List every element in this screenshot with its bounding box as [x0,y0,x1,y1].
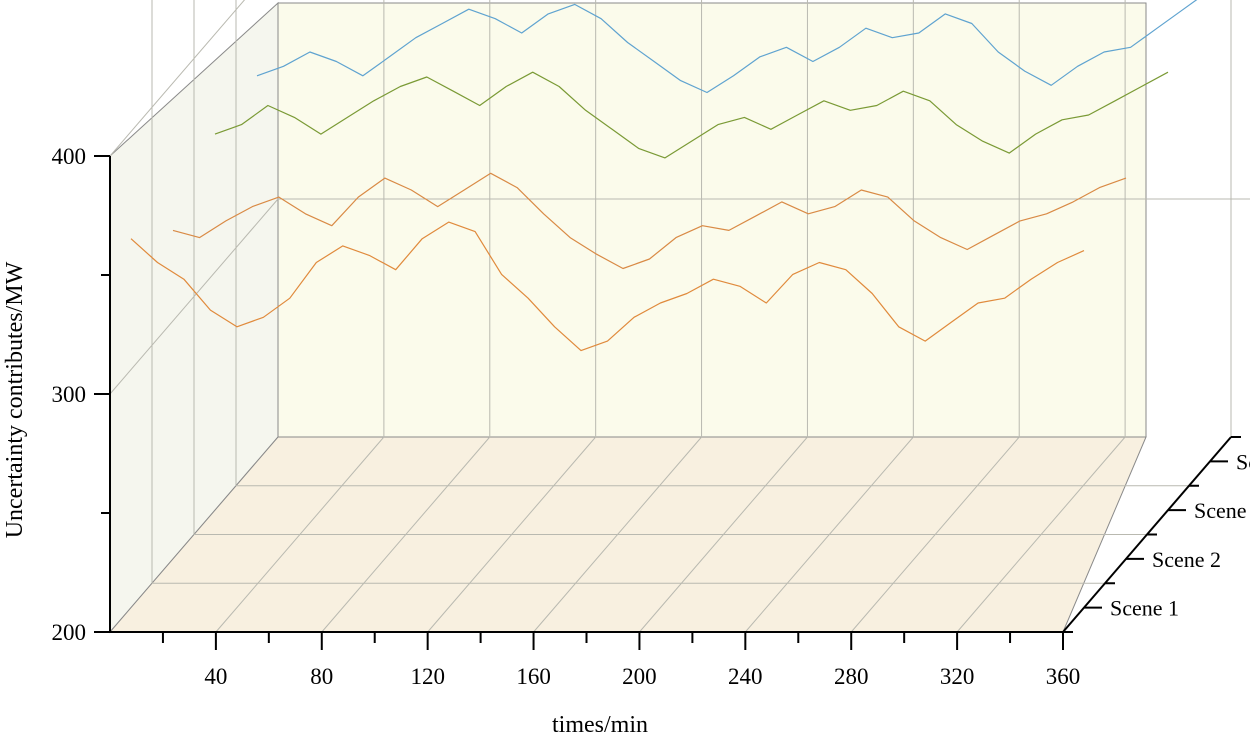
x-axis-title: times/min [552,712,648,738]
back-wall [277,2,1147,438]
y-tick-label: 400 [52,144,87,169]
grid-lines [109,0,1250,633]
series-line-4 [256,0,1198,94]
x-tick-labels: 40 80 120 160 200 240 280 320 360 [204,664,1080,689]
axes [94,155,1241,650]
y-axis-title: Uncertainty contributes/MW [2,261,28,538]
x-tick-label: 320 [940,664,975,689]
scene-labels: Scene 1 Scene 2 Scene 3 Scene 4 [1110,449,1250,620]
scene-label: Scene 2 [1152,547,1221,572]
series-line-2 [172,172,1127,270]
x-tick-label: 240 [728,664,763,689]
x-tick-label: 120 [410,664,445,689]
series-line-3 [214,71,1169,159]
series-layer [130,0,1198,352]
y-tick-label: 300 [52,382,87,407]
scene-label: Scene 4 [1236,449,1250,474]
scene-label: Scene 3 [1194,498,1250,523]
scene-label: Scene 1 [1110,596,1179,621]
x-tick-label: 360 [1046,664,1081,689]
x-tick-label: 160 [516,664,551,689]
x-tick-label: 280 [834,664,869,689]
y-tick-labels: 200 300 400 [52,144,87,645]
x-tick-label: 200 [622,664,657,689]
x-tick-label: 80 [310,664,333,689]
x-tick-label: 40 [204,664,227,689]
series-line-1 [130,221,1085,352]
y-tick-label: 200 [52,620,87,645]
